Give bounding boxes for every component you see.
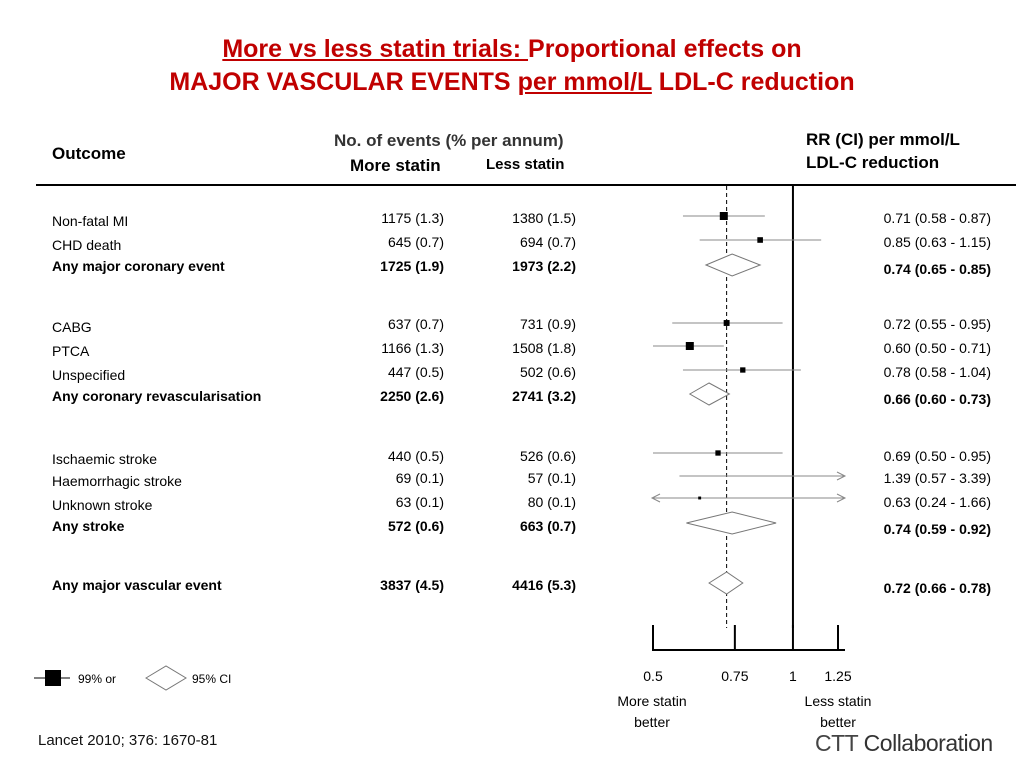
brand-part-2: Collaboration — [857, 730, 994, 756]
less-statin-events: 731 (0.9) — [519, 316, 576, 332]
x-label-less-statin-better: better — [820, 714, 856, 730]
less-statin-events: 663 (0.7) — [519, 518, 576, 534]
title-line2-after: LDL-C reduction — [651, 68, 855, 96]
header-rule — [36, 184, 1016, 186]
more-statin-events: 69 (0.1) — [395, 470, 444, 486]
x-label-more-statin-better: better — [634, 714, 670, 730]
less-statin-events: 1380 (1.5) — [512, 210, 576, 226]
ci-arrow-right — [836, 471, 847, 481]
point-estimate-square — [715, 450, 721, 456]
point-estimate-square — [740, 367, 746, 373]
title-underlined-part: More vs less statin trials: — [222, 35, 529, 63]
x-tick-label: 1 — [789, 668, 797, 684]
rr-ci-value: 0.74 (0.65 - 0.85) — [883, 261, 991, 277]
less-statin-events: 57 (0.1) — [527, 470, 576, 486]
outcome-label: Any stroke — [52, 518, 125, 534]
ci-arrow-left — [650, 493, 661, 503]
title-line2-underlined: per mmol/L — [517, 68, 652, 96]
less-statin-events: 80 (0.1) — [527, 494, 576, 510]
rr-ci-value: 0.74 (0.59 - 0.92) — [883, 521, 991, 537]
more-statin-events: 1166 (1.3) — [381, 340, 444, 356]
outcome-header: Outcome — [52, 144, 126, 163]
outcome-label: Any major coronary event — [52, 258, 225, 274]
title-rest: Proportional effects on — [528, 35, 802, 63]
legend-diamond-label: 95% CI — [192, 672, 232, 686]
rr-ci-value: 0.69 (0.50 - 0.95) — [883, 448, 991, 464]
less-statin-events: 1508 (1.8) — [512, 340, 576, 356]
outcome-label: CHD death — [52, 237, 122, 253]
more-statin-events: 2250 (2.6) — [380, 388, 444, 404]
outcome-label: Any coronary revascularisation — [52, 388, 262, 404]
outcome-label: Non-fatal MI — [52, 213, 129, 229]
less-statin-events: 694 (0.7) — [519, 234, 576, 250]
brand-part-1: CTT — [815, 730, 858, 756]
more-statin-events: 572 (0.6) — [387, 518, 444, 534]
more-statin-events: 440 (0.5) — [387, 448, 444, 464]
rr-ci-value: 0.78 (0.58 - 1.04) — [883, 364, 991, 380]
more-statin-events: 645 (0.7) — [387, 234, 444, 250]
ci-diamond — [686, 511, 777, 535]
ci-arrow-right — [836, 493, 847, 503]
rr-header-line-1: RR (CI) per mmol/L — [806, 130, 960, 149]
title-line2-before: MAJOR VASCULAR EVENTS — [169, 68, 518, 96]
more-statin-events: 1175 (1.3) — [381, 210, 444, 226]
outcome-label: Ischaemic stroke — [52, 451, 158, 467]
rr-ci-value: 0.85 (0.63 - 1.15) — [883, 234, 991, 250]
rr-ci-value: 0.60 (0.50 - 0.71) — [883, 340, 991, 356]
rr-ci-value: 0.71 (0.58 - 0.87) — [883, 210, 991, 226]
outcome-label: CABG — [52, 319, 92, 335]
chart-title-line-2: MAJOR VASCULAR EVENTS per mmol/L LDL-C r… — [0, 67, 1024, 97]
x-label-more-statin-better: More statin — [617, 693, 686, 709]
more-statin-events: 447 (0.5) — [387, 364, 444, 380]
point-estimate-square — [698, 496, 702, 500]
x-tick-label: 0.75 — [721, 668, 748, 684]
less-statin-events: 526 (0.6) — [519, 448, 576, 464]
outcome-label: Unknown stroke — [52, 497, 153, 513]
legend-diamond-icon — [145, 665, 187, 691]
outcome-label: Haemorrhagic stroke — [52, 473, 182, 489]
rr-ci-value: 0.72 (0.66 - 0.78) — [883, 580, 991, 596]
rr-header-line-2: LDL-C reduction — [806, 153, 940, 172]
less-statin-events: 502 (0.6) — [519, 364, 576, 380]
ci-diamond — [704, 253, 762, 277]
less-statin-events: 2741 (3.2) — [512, 388, 576, 404]
x-tick-label: 0.5 — [643, 668, 663, 684]
chart-title-line-1: More vs less statin trials: Proportional… — [0, 34, 1024, 64]
less-statin-events: 1973 (2.2) — [512, 258, 576, 274]
citation: Lancet 2010; 376: 1670-81 — [38, 732, 218, 749]
x-tick-label: 1.25 — [824, 668, 851, 684]
x-label-less-statin-better: Less statin — [805, 693, 872, 709]
outcome-label: Unspecified — [52, 367, 126, 383]
outcome-label: Any major vascular event — [52, 577, 222, 593]
more-statin-events: 637 (0.7) — [387, 316, 444, 332]
ci-diamond — [708, 571, 744, 595]
rr-ci-value: 0.72 (0.55 - 0.95) — [883, 316, 991, 332]
rr-ci-value: 1.39 (0.57 - 3.39) — [883, 470, 991, 486]
rr-ci-value: 0.66 (0.60 - 0.73) — [883, 391, 991, 407]
less-statin-events: 4416 (5.3) — [512, 577, 576, 593]
events-header: No. of events (% per annum) — [334, 131, 564, 150]
point-estimate-square — [723, 320, 730, 326]
more-statin-events: 63 (0.1) — [395, 494, 444, 510]
rr-ci-value: 0.63 (0.24 - 1.66) — [883, 494, 991, 510]
point-estimate-square — [757, 237, 763, 243]
less-statin-header: Less statin — [486, 156, 565, 173]
ci-diamond — [688, 382, 731, 406]
point-estimate-square — [685, 342, 694, 350]
point-estimate-square — [719, 212, 728, 220]
more-statin-events: 3837 (4.5) — [380, 577, 444, 593]
outcome-label: PTCA — [52, 343, 90, 359]
legend-square-label: 99% or — [78, 672, 117, 686]
brand-logo: CTT Collaboration — [815, 730, 993, 757]
legend-square-icon — [45, 670, 61, 686]
more-statin-header: More statin — [350, 156, 441, 175]
more-statin-events: 1725 (1.9) — [380, 258, 444, 274]
